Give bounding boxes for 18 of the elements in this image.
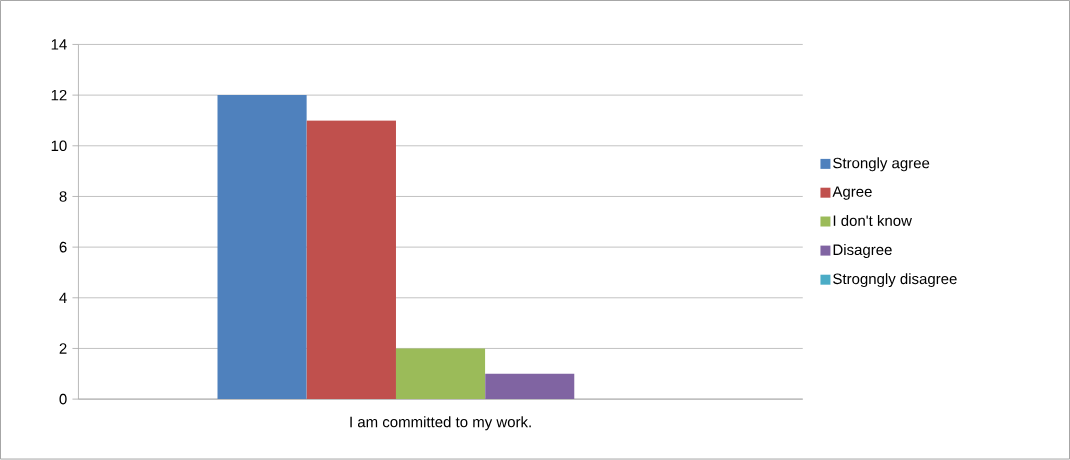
y-tick-label: 14 bbox=[51, 39, 67, 50]
y-tick-label: 12 bbox=[51, 90, 67, 101]
y-tick-label: 0 bbox=[59, 394, 67, 405]
y-tick-label: 6 bbox=[59, 242, 67, 253]
legend-label: Strongly agree bbox=[833, 157, 930, 172]
bar bbox=[485, 374, 575, 400]
legend-label: Disagree bbox=[833, 244, 892, 259]
x-tick-label: I am committed to my work. bbox=[350, 416, 531, 431]
legend-label: I don't know bbox=[833, 215, 912, 227]
y-tick-label: 8 bbox=[59, 191, 67, 202]
bar bbox=[395, 348, 486, 400]
y-tick-label: 2 bbox=[59, 343, 67, 354]
legend-label: Agree bbox=[832, 186, 872, 201]
y-tick-label: 10 bbox=[51, 140, 67, 152]
legend-label: Strogngly disagree bbox=[833, 273, 957, 288]
bar bbox=[217, 95, 307, 400]
y-tick-label: 4 bbox=[59, 292, 67, 304]
bar bbox=[306, 120, 396, 400]
